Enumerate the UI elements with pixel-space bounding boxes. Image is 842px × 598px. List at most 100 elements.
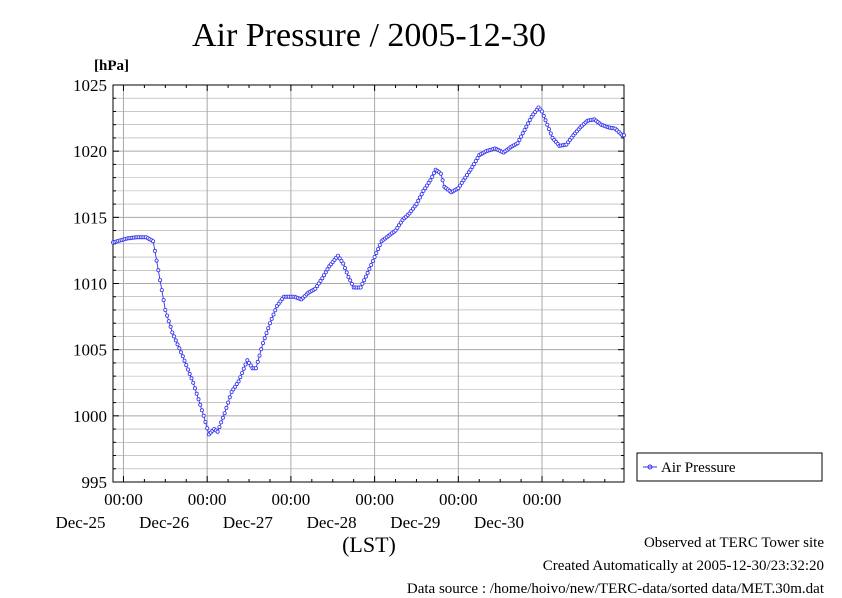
data-point bbox=[515, 141, 520, 146]
data-point bbox=[231, 387, 236, 392]
data-point bbox=[365, 270, 370, 275]
data-point bbox=[323, 270, 328, 275]
data-point bbox=[215, 429, 220, 434]
y-tick-label: 1015 bbox=[73, 208, 107, 227]
x-tick-time-label: 00:00 bbox=[272, 490, 311, 509]
chart-title: Air Pressure / 2005-12-30 bbox=[192, 17, 546, 54]
data-point bbox=[224, 405, 229, 410]
data-point bbox=[152, 248, 157, 253]
legend-entry-air-pressure: Air Pressure bbox=[661, 460, 736, 476]
data-point bbox=[458, 183, 463, 188]
data-point bbox=[255, 359, 260, 364]
data-point bbox=[374, 251, 379, 256]
data-point bbox=[335, 253, 340, 258]
legend: Air Pressure bbox=[636, 452, 823, 482]
data-point bbox=[222, 411, 227, 416]
data-point bbox=[396, 223, 401, 228]
data-point bbox=[203, 419, 208, 424]
data-point bbox=[346, 274, 351, 279]
y-tick-label: 1000 bbox=[73, 407, 107, 426]
data-point bbox=[440, 178, 445, 183]
data-point bbox=[246, 360, 251, 365]
data-point bbox=[257, 353, 262, 358]
data-point bbox=[321, 273, 326, 278]
data-point bbox=[154, 258, 159, 263]
x-tick-date-label: Dec-29 bbox=[390, 513, 440, 532]
data-point bbox=[184, 363, 189, 368]
x-axis-label: (LST) bbox=[342, 532, 396, 557]
data-point bbox=[248, 363, 253, 368]
data-point bbox=[519, 134, 524, 139]
x-tick-date-label: Dec-25 bbox=[55, 513, 105, 532]
data-point bbox=[260, 341, 265, 346]
y-tick-label: 1020 bbox=[73, 142, 107, 161]
data-point bbox=[266, 326, 271, 331]
data-point bbox=[438, 171, 443, 176]
data-point bbox=[163, 307, 168, 312]
x-tick-date-label: Dec-30 bbox=[474, 513, 524, 532]
data-point bbox=[192, 386, 197, 391]
x-tick-time-label: 00:00 bbox=[439, 490, 478, 509]
data-point bbox=[219, 420, 224, 425]
data-point bbox=[171, 334, 176, 339]
data-point bbox=[271, 312, 276, 317]
x-tick-date-label: Dec-26 bbox=[139, 513, 189, 532]
data-point bbox=[313, 286, 318, 291]
data-point bbox=[198, 402, 203, 407]
legend-swatch-marker bbox=[647, 464, 653, 470]
data-point bbox=[175, 342, 180, 347]
data-point bbox=[545, 122, 550, 127]
data-point bbox=[461, 178, 466, 183]
data-point bbox=[178, 350, 183, 355]
data-point bbox=[369, 262, 374, 267]
footer-source: Data source : /home/hoivo/new/TERC-data/… bbox=[406, 581, 824, 597]
data-point bbox=[189, 376, 194, 381]
data-point bbox=[522, 127, 527, 132]
data-point bbox=[431, 171, 436, 176]
data-point bbox=[360, 281, 365, 286]
data-point bbox=[182, 358, 187, 363]
data-point bbox=[349, 281, 354, 286]
x-tick-date-label: Dec-28 bbox=[307, 513, 357, 532]
data-point bbox=[541, 113, 546, 118]
data-point bbox=[344, 270, 349, 275]
data-point bbox=[269, 316, 274, 321]
data-point bbox=[456, 186, 461, 191]
data-point bbox=[421, 188, 426, 193]
data-point bbox=[236, 379, 241, 384]
data-point bbox=[430, 174, 435, 179]
data-point bbox=[191, 380, 196, 385]
data-point bbox=[341, 261, 346, 266]
data-point bbox=[520, 131, 525, 136]
data-point bbox=[414, 202, 419, 207]
data-point bbox=[243, 362, 248, 367]
y-axis-unit-label: [hPa] bbox=[94, 58, 129, 74]
data-point bbox=[234, 382, 239, 387]
footer-site: Observed at TERC Tower site bbox=[643, 535, 824, 551]
data-point bbox=[547, 127, 552, 132]
y-axis: 995 1000 1005 1010 1015 1020 1025 bbox=[73, 76, 624, 492]
data-point bbox=[205, 426, 210, 431]
data-point bbox=[262, 336, 267, 341]
data-point bbox=[241, 366, 246, 371]
data-point bbox=[342, 266, 347, 271]
data-point bbox=[264, 331, 269, 336]
data-point bbox=[220, 415, 225, 420]
data-point bbox=[165, 313, 170, 318]
data-point bbox=[416, 198, 421, 203]
data-point bbox=[337, 256, 342, 261]
data-point bbox=[196, 397, 201, 402]
data-point bbox=[267, 321, 272, 326]
data-point bbox=[168, 324, 173, 329]
data-point bbox=[622, 133, 627, 138]
data-point bbox=[253, 366, 258, 371]
data-point bbox=[527, 118, 532, 123]
data-point bbox=[543, 118, 548, 123]
data-point bbox=[199, 408, 204, 413]
data-point bbox=[540, 109, 545, 114]
series-air-pressure bbox=[111, 105, 627, 437]
data-point bbox=[548, 131, 553, 136]
data-point bbox=[201, 413, 206, 418]
data-point bbox=[159, 288, 164, 293]
